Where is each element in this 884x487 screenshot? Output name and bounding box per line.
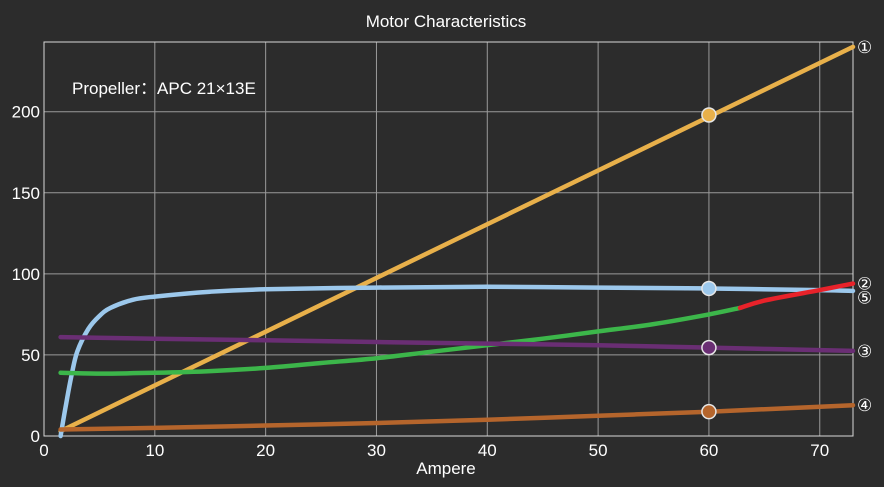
series-line-overload bbox=[737, 281, 856, 311]
series-end-label: ③ bbox=[857, 342, 872, 361]
series-line bbox=[58, 305, 743, 376]
plot-frame bbox=[43, 41, 854, 437]
propeller-annotation: Propeller：APC 21×13E bbox=[72, 79, 256, 98]
x-tick-label: 60 bbox=[699, 441, 718, 460]
y-tick-label: 50 bbox=[21, 346, 40, 365]
x-tick-label: 0 bbox=[39, 441, 48, 460]
chart-title: Motor Characteristics bbox=[366, 12, 527, 31]
x-tick-label: 50 bbox=[589, 441, 608, 460]
x-tick-label: 30 bbox=[367, 441, 386, 460]
series-end-label: ④ bbox=[857, 396, 872, 415]
x-tick-label: 70 bbox=[810, 441, 829, 460]
series-line bbox=[58, 44, 856, 434]
x-tick-label: 10 bbox=[145, 441, 164, 460]
x-tick-label: 20 bbox=[256, 441, 275, 460]
x-axis-ticks: 0 10 20 30 40 50 60 70 bbox=[39, 441, 829, 460]
series-end-label: ② bbox=[857, 275, 872, 294]
series-end-label: ① bbox=[857, 38, 872, 57]
y-axis-ticks: 0 50 100 150 200 bbox=[12, 103, 40, 446]
y-tick-label: 0 bbox=[31, 427, 40, 446]
series-line bbox=[58, 284, 856, 439]
series-labels: ① ⑤② ③ ④ bbox=[857, 38, 872, 415]
x-axis-label: Ampere bbox=[416, 459, 476, 478]
series-marker bbox=[701, 339, 717, 356]
y-tick-label: 100 bbox=[12, 265, 40, 284]
series-end-label: ⑤ bbox=[857, 289, 872, 308]
y-tick-label: 150 bbox=[12, 184, 40, 203]
x-tick-label: 40 bbox=[478, 441, 497, 460]
y-tick-label: 200 bbox=[12, 103, 40, 122]
series-marker bbox=[701, 280, 717, 297]
series-marker bbox=[701, 403, 717, 420]
series-marker bbox=[701, 107, 717, 123]
series-markers bbox=[701, 107, 717, 420]
